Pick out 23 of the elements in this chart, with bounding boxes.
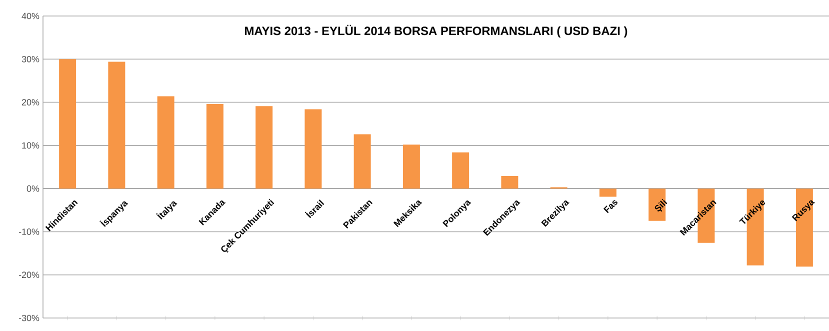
y-tick-label: -10% [18,228,40,235]
bar [157,96,174,189]
text: MAYIS 2013 - EYLÜL 2014 BORSA PERFORMANSLARI ( USD BAZI ) [245,24,628,38]
bar [501,176,518,189]
bar [452,152,470,189]
bar [402,144,420,189]
y-tick-label: 10% [22,142,40,149]
x-tick-label: Şili [654,198,668,212]
y-tick-label: -30% [18,314,40,322]
y-tick-label: 20% [22,99,40,106]
bar [599,188,616,197]
bar [206,104,224,189]
bar [59,59,76,189]
bar [354,134,371,189]
y-tick-label: -20% [18,272,40,278]
bar [304,109,322,189]
bar [648,188,666,221]
bar [108,62,126,189]
x-tick-label: Fas [603,200,618,214]
bar [256,106,273,189]
y-tick-label: 0% [26,185,40,192]
y-tick-label: 40% [22,12,40,20]
y-tick-label: 30% [22,56,40,62]
